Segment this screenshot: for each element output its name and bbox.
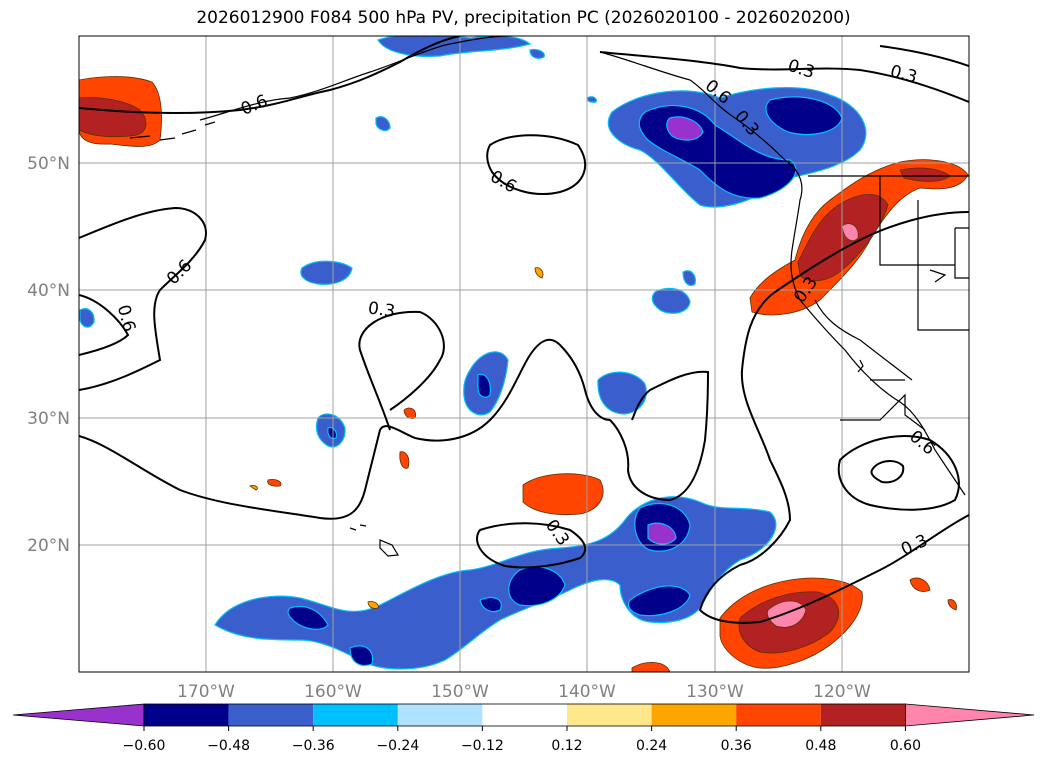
colorbar-segment xyxy=(820,704,906,726)
precip-peak-124w-14n xyxy=(766,600,807,628)
lon-tick-label: 160°W xyxy=(304,682,362,702)
colorbar-tick-label: −0.36 xyxy=(292,738,335,754)
lon-tick-label: 130°W xyxy=(686,682,744,702)
colorbar-tick-label: 0.12 xyxy=(551,738,582,754)
negative-precip-areas xyxy=(79,36,867,670)
colorbar-segment xyxy=(144,704,229,726)
precip-core-gulf-alaska-east xyxy=(765,96,843,135)
colorbar: −0.60 −0.48 −0.36 −0.24 −0.12 0.12 0.24 … xyxy=(12,703,1035,754)
colorbar-segment xyxy=(651,704,737,726)
precip-area-160w-42n xyxy=(300,260,353,285)
colorbar-tick-label: −0.60 xyxy=(123,738,166,754)
positive-precip-areas xyxy=(79,76,969,672)
colorbar-tick-label: 0.24 xyxy=(636,738,667,754)
lat-tick-label: 30°N xyxy=(27,409,70,429)
precip-area-aleutian xyxy=(377,36,532,57)
colorbar-tick-label: 0.60 xyxy=(890,738,921,754)
colorbar-segment xyxy=(736,704,821,726)
map-gridlines xyxy=(79,36,969,672)
precip-area-143w-24n xyxy=(522,473,604,516)
colorbar-tick-label: −0.24 xyxy=(376,738,419,754)
colorbar-segment xyxy=(397,704,483,726)
colorbar-segment xyxy=(313,704,398,726)
colorbar-extend-negative xyxy=(12,703,145,727)
colorbar-tick-label: 0.36 xyxy=(721,738,752,754)
colorbar-segment xyxy=(482,704,567,726)
colorbar-tick-label: −0.12 xyxy=(461,738,504,754)
latitude-labels: 20°N 30°N 40°N 50°N xyxy=(27,154,70,556)
precip-peak-subtropical xyxy=(647,522,677,545)
pv-contours xyxy=(79,36,969,624)
colorbar-tick-label: −0.48 xyxy=(207,738,250,754)
precip-area-subtropical-band xyxy=(214,496,777,670)
lon-tick-label: 120°W xyxy=(813,682,871,702)
colorbar-extend-positive xyxy=(905,703,1035,727)
lon-tick-label: 150°W xyxy=(431,682,489,702)
lon-tick-label: 140°W xyxy=(558,682,616,702)
colorbar-segment xyxy=(228,704,314,726)
map-title: 2026012900 F084 500 hPa PV, precipitatio… xyxy=(196,8,851,28)
coastlines xyxy=(129,36,969,557)
colorbar-segment xyxy=(567,704,652,726)
colorbar-frame xyxy=(143,703,906,727)
precip-peak-gulf-alaska xyxy=(666,116,704,141)
lat-tick-label: 20°N xyxy=(27,536,70,556)
map-plot-area: 0.6 0.3 0.6 0.3 0.6 0.3 0.3 0.6 0.6 0.3 … xyxy=(79,36,969,672)
lat-tick-label: 50°N xyxy=(27,154,70,174)
lat-tick-label: 40°N xyxy=(27,281,70,301)
map-frame xyxy=(78,35,970,673)
precip-area-138w-32n xyxy=(597,371,647,415)
lon-tick-label: 170°W xyxy=(177,682,235,702)
colorbar-tick-label: 0.48 xyxy=(805,738,836,754)
longitude-labels: 170°W 160°W 150°W 140°W 130°W 120°W xyxy=(177,682,871,702)
contour-label: 0.3 xyxy=(367,298,397,322)
